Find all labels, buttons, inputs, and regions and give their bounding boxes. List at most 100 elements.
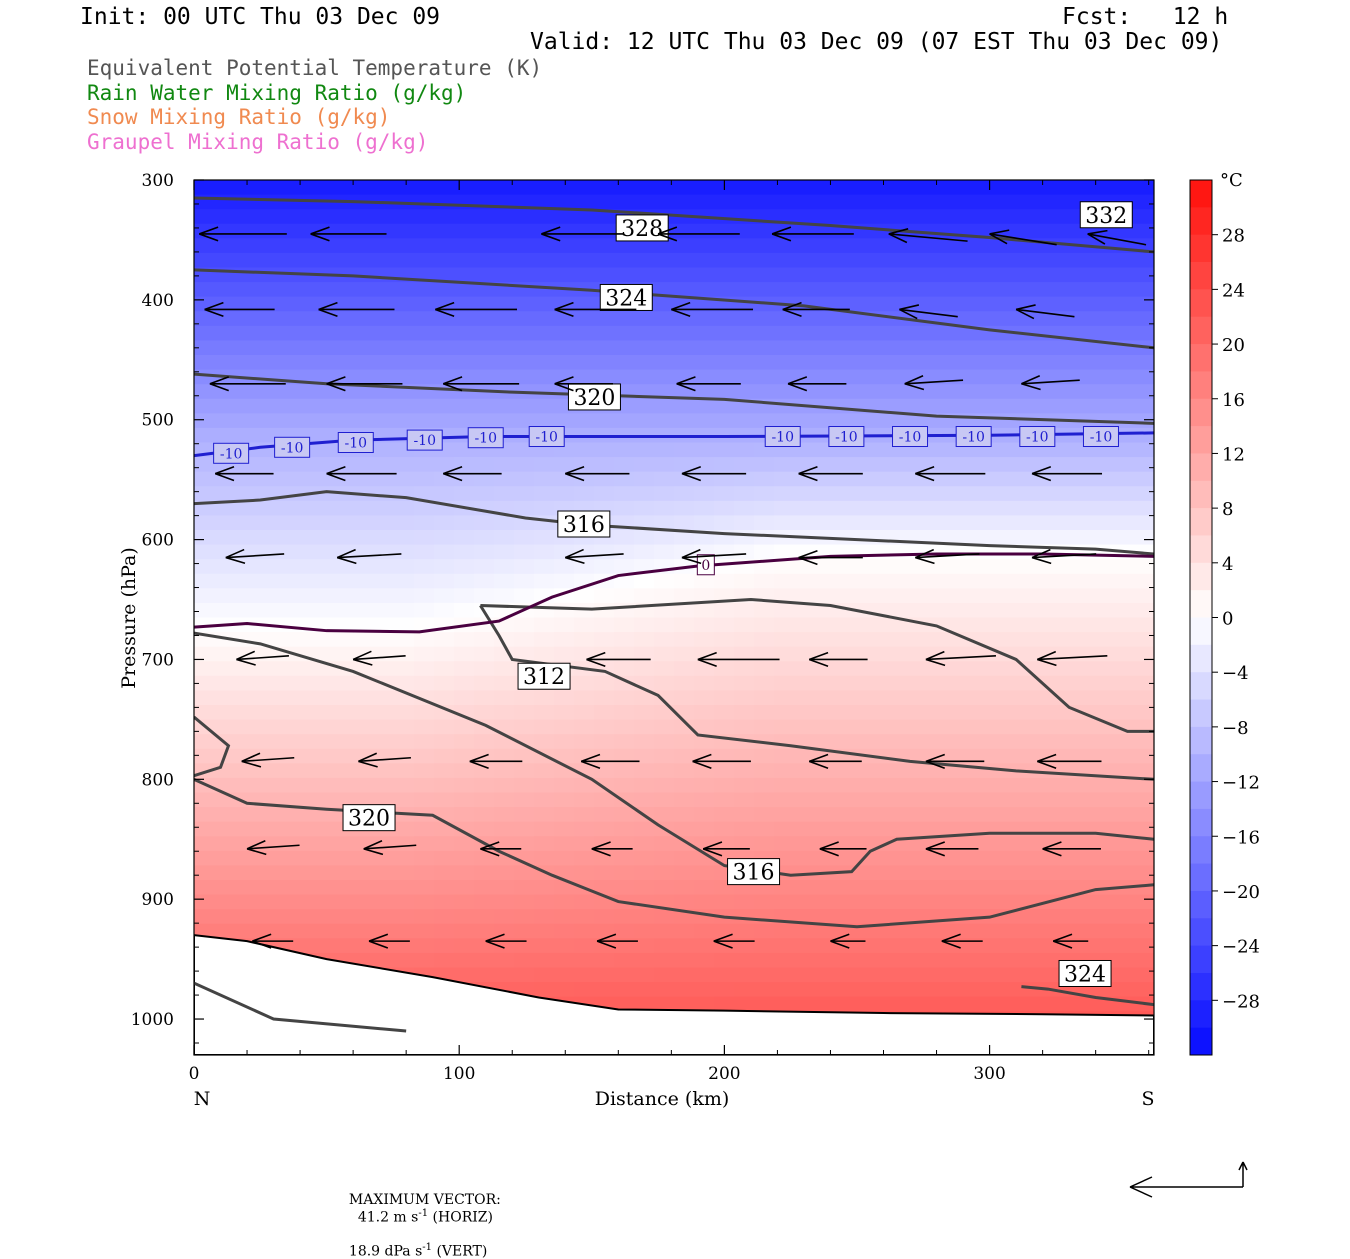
wind-vector — [586, 651, 651, 668]
theta-e-line-10 — [194, 981, 407, 1033]
isotherm-label-box — [274, 436, 311, 458]
colorbar-band — [1190, 863, 1212, 892]
y-tick-label: 700 — [142, 650, 174, 670]
wind-vector — [591, 841, 633, 857]
theta-e-label: 320 — [573, 386, 615, 411]
colorbar-band — [1190, 890, 1212, 919]
wind-vector — [681, 548, 747, 565]
isotherm-label: -10 — [413, 433, 436, 449]
colorbar-band — [1190, 207, 1212, 236]
wind-vectors — [199, 226, 1147, 949]
y-tick-label: 300 — [142, 171, 174, 191]
theta-e-label: 316 — [563, 513, 605, 538]
wind-vector — [318, 301, 395, 318]
colorbar-unit: °C — [1220, 170, 1243, 191]
wind-vector — [225, 548, 285, 565]
theta-e-line-9 — [194, 777, 1154, 929]
colorbar-band — [1190, 781, 1212, 810]
theta-e-line-1 — [194, 196, 1154, 254]
wind-vector — [808, 651, 868, 668]
theta-e-line-2 — [194, 268, 1154, 350]
isotherm-label-box — [696, 554, 715, 576]
wind-vector — [443, 376, 520, 392]
wind-vector — [899, 304, 958, 320]
north-label: N — [194, 1088, 211, 1110]
wind-vector — [1037, 650, 1108, 667]
colorbar-tick-label: 0 — [1222, 609, 1233, 630]
x-tick-label: 200 — [708, 1064, 740, 1084]
wind-vector — [435, 301, 518, 318]
wind-vector — [564, 548, 624, 565]
theta-e-label-box — [727, 858, 781, 886]
isotherm-label-box — [467, 427, 504, 449]
theta-e-label-box — [1058, 959, 1112, 987]
x-tick-label: 300 — [973, 1064, 1005, 1084]
wind-vector — [541, 226, 624, 242]
isotherm-label-box — [528, 426, 565, 448]
theta-e-label: 324 — [1064, 962, 1106, 987]
legend-line-2: Rain Water Mixing Ratio (g/kg) — [87, 80, 467, 105]
isotherm-label-box — [1019, 426, 1056, 448]
wind-vector — [904, 375, 964, 391]
isotherm-label-box — [764, 426, 801, 448]
colorbar-band — [1190, 508, 1212, 536]
colorbar-band — [1190, 672, 1212, 701]
colorbar-band — [1190, 316, 1212, 345]
wind-vector — [697, 651, 780, 668]
colorbar-tick-label: 4 — [1222, 554, 1233, 575]
wind-vector — [554, 376, 614, 392]
colorbar-band — [1190, 644, 1212, 673]
isotherm-label-box — [892, 426, 929, 448]
horiz-exponent: -1 — [418, 1208, 429, 1219]
wind-vector — [1015, 304, 1075, 320]
colorbar-band — [1190, 972, 1212, 1001]
colorbar-tick-label: −20 — [1222, 882, 1260, 903]
theta-e-label-box — [557, 510, 611, 538]
theta-e-label: 332 — [1085, 204, 1127, 229]
colorbar-band — [1190, 1000, 1212, 1029]
isotherm-label: -10 — [281, 440, 304, 456]
colorbar-band — [1190, 754, 1212, 783]
wind-vector — [787, 376, 847, 392]
colorbar-band — [1190, 262, 1212, 290]
colorbar-band — [1190, 180, 1212, 208]
wind-vector — [336, 548, 402, 565]
isotherm-label-box — [955, 426, 992, 448]
wind-vector — [480, 841, 522, 857]
max-vector-line: MAXIMUM VECTOR: 41.2 m s-1 (HORIZ) 18.9 … — [340, 1176, 501, 1259]
isotherm-label: -10 — [344, 436, 367, 452]
isotherm--10: -10 -10 -10 -10 -10 -10 -10 -10 -10 -10 -10 -10 — [194, 426, 1154, 464]
theta-e-label: 320 — [348, 807, 390, 832]
wind-vector — [326, 466, 397, 482]
x-tick-label: 0 — [189, 1064, 200, 1084]
isotherm-label: -10 — [1090, 430, 1113, 446]
theta-e-label: 328 — [621, 217, 663, 242]
isotherm-label: -10 — [220, 446, 243, 462]
colorbar-tick-label: −24 — [1222, 937, 1260, 958]
wind-vector — [915, 466, 986, 482]
theta-e-label-box — [615, 214, 669, 242]
wind-vector — [554, 301, 637, 318]
isotherm-line — [194, 552, 1154, 634]
y-tick-label: 500 — [142, 411, 174, 431]
colorbar: 28 24 20 16 12 8 4 0 −4 −8 −12 −16 −20 −24 −28 °C — [1189, 170, 1260, 1056]
colorbar-band — [1190, 918, 1212, 947]
colorbar-band — [1190, 371, 1212, 400]
wind-vector — [1021, 375, 1080, 391]
wind-vector — [989, 229, 1057, 246]
colorbar-tick-label: −4 — [1222, 663, 1249, 684]
wind-vector — [368, 933, 410, 949]
wind-vector — [241, 752, 295, 768]
wind-vector — [326, 376, 403, 392]
theta-e-label: 324 — [605, 286, 647, 311]
wind-vector — [1052, 933, 1089, 949]
theta-e-line-11 — [1021, 985, 1154, 1007]
wind-vector — [1037, 753, 1102, 769]
isotherm-0: 0 — [194, 552, 1154, 634]
isotherm-label-box — [406, 429, 443, 451]
isotherm-label: -10 — [535, 430, 558, 446]
horiz-max-value: 41.2 m s — [357, 1209, 419, 1226]
theta-e-line-6 — [480, 598, 1154, 733]
colorbar-band — [1190, 562, 1212, 591]
wind-vector — [888, 228, 968, 244]
